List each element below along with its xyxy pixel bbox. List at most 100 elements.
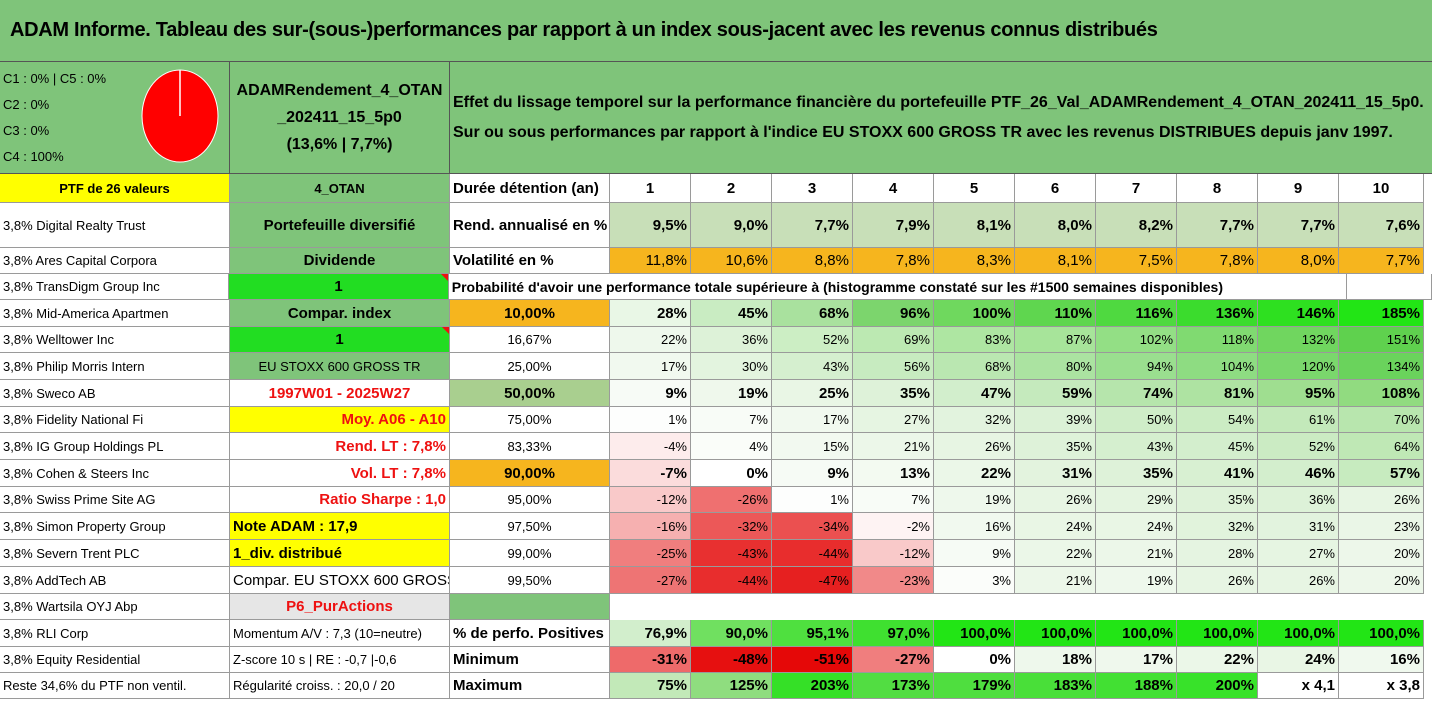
value-cell: -23% [853, 567, 934, 594]
metric-label: 97,50% [450, 513, 610, 540]
value-cell: 29% [1096, 487, 1177, 513]
value-cell: 32% [934, 407, 1015, 433]
value-cell: -31% [610, 647, 691, 673]
portfolio-name-line: ADAMRendement_4_OTAN [236, 82, 443, 99]
table-row: 3,8% Digital Realty Trust Portefeuille di… [0, 203, 1432, 248]
value-cell: 52% [772, 327, 853, 353]
value-cell: 6 [1015, 174, 1096, 203]
value-cell: 8,2% [1096, 203, 1177, 248]
holding-label: 3,8% Mid-America Apartmen [0, 300, 230, 327]
composition-pie-chart [141, 69, 219, 163]
value-cell: 7% [853, 487, 934, 513]
value-cell: 100,0% [1096, 620, 1177, 647]
value-cell: 17% [610, 353, 691, 380]
value-cell: 179% [934, 673, 1015, 699]
value-cell: 8 [1177, 174, 1258, 203]
value-cell: 134% [1339, 353, 1424, 380]
metric-label: 75,00% [450, 407, 610, 433]
info-cell: Note ADAM : 17,9 [230, 513, 450, 540]
value-cell: 27% [1258, 540, 1339, 567]
value-cell: 16% [1339, 647, 1424, 673]
holding-label: 3,8% Welltower Inc [0, 327, 230, 353]
value-cell: 183% [1015, 673, 1096, 699]
metric-label: Durée détention (an) [450, 174, 610, 203]
value-cell: 94% [1096, 353, 1177, 380]
value-cell: 3% [934, 567, 1015, 594]
table-row: 3,8% AddTech AB Compar. EU STOXX 600 GROS… [0, 567, 1432, 594]
table-row: 3,8% Ares Capital Corpora Dividende Volati… [0, 248, 1432, 274]
value-cell: 100,0% [1339, 620, 1424, 647]
value-cell: 100,0% [934, 620, 1015, 647]
metric-label: 10,00% [450, 300, 610, 327]
value-cell: 52% [1258, 433, 1339, 460]
value-cell: 7,7% [1258, 203, 1339, 248]
holding-label: Reste 34,6% du PTF non ventil. [0, 673, 230, 699]
holding-label: 3,8% AddTech AB [0, 567, 230, 594]
value-cell: 120% [1258, 353, 1339, 380]
metric-label: Rend. annualisé en % [450, 203, 610, 248]
table-row: 3,8% Swiss Prime Site AG Ratio Sharpe : 1… [0, 487, 1432, 513]
value-cell: 27% [853, 407, 934, 433]
value-cell: -25% [610, 540, 691, 567]
value-cell: 17% [772, 407, 853, 433]
table-row: 3,8% RLI Corp Momentum A/V : 7,3 (10=neut… [0, 620, 1432, 647]
value-cell: 7,9% [853, 203, 934, 248]
value-cell: 59% [1015, 380, 1096, 407]
holding-label: 3,8% RLI Corp [0, 620, 230, 647]
value-cell: 68% [772, 300, 853, 327]
legend-line: C4 : 100% [3, 149, 64, 164]
info-cell: 1 [229, 274, 449, 300]
value-cell: 47% [934, 380, 1015, 407]
value-cell: 26% [1339, 487, 1424, 513]
info-cell: Ratio Sharpe : 1,0 [230, 487, 450, 513]
value-cell: -12% [610, 487, 691, 513]
value-cell: 50% [1096, 407, 1177, 433]
value-cell: 87% [1015, 327, 1096, 353]
value-cell: -48% [691, 647, 772, 673]
value-cell: 7,5% [1096, 248, 1177, 274]
value-cell: -47% [772, 567, 853, 594]
value-cell: -44% [772, 540, 853, 567]
holding-label: 3,8% Severn Trent PLC [0, 540, 230, 567]
value-cell: -44% [691, 567, 772, 594]
value-cell: 102% [1096, 327, 1177, 353]
value-cell: 75% [610, 673, 691, 699]
value-cell: 35% [853, 380, 934, 407]
value-cell: 83% [934, 327, 1015, 353]
value-cell: 28% [1177, 540, 1258, 567]
value-cell: 8,0% [1015, 203, 1096, 248]
value-cell: 96% [853, 300, 934, 327]
probability-caption: Probabilité d'avoir une performance tota… [448, 274, 1348, 300]
value-cell: 116% [1096, 300, 1177, 327]
value-cell: 173% [853, 673, 934, 699]
value-cell: 7,6% [1339, 203, 1424, 248]
value-cell: 97,0% [853, 620, 934, 647]
value-cell: 18% [1015, 647, 1096, 673]
table-row: 3,8% Welltower Inc 1 16,67% 22% 36% 52% 69% 83%… [0, 327, 1432, 353]
value-cell: -26% [691, 487, 772, 513]
metric-label: 16,67% [450, 327, 610, 353]
info-cell: Compar. index [230, 300, 450, 327]
value-cell: 57% [1339, 460, 1424, 487]
table-row: PTF de 26 valeurs 4_OTAN Durée détention (… [0, 174, 1432, 203]
value-cell: 31% [1258, 513, 1339, 540]
value-cell: 36% [1258, 487, 1339, 513]
value-cell: 8,0% [1258, 248, 1339, 274]
value-cell: 69% [853, 327, 934, 353]
holding-label: 3,8% Fidelity National Fi [0, 407, 230, 433]
info-cell: Moy. A06 - A10 [230, 407, 450, 433]
value-cell: 16% [934, 513, 1015, 540]
legend-line: C3 : 0% [3, 123, 50, 138]
value-cell: 20% [1339, 540, 1424, 567]
value-cell: 24% [1258, 647, 1339, 673]
value-cell: 24% [1096, 513, 1177, 540]
holding-label: 3,8% Swiss Prime Site AG [0, 487, 230, 513]
value-cell: 110% [1015, 300, 1096, 327]
report-title: ADAM Informe. Tableau des sur-(sous-)per… [0, 0, 1432, 62]
value-cell: 100,0% [1258, 620, 1339, 647]
value-cell: 22% [1177, 647, 1258, 673]
value-cell: 70% [1339, 407, 1424, 433]
value-cell: 45% [691, 300, 772, 327]
description: Effet du lissage temporel sur la perform… [450, 62, 1432, 174]
value-cell: 17% [1096, 647, 1177, 673]
